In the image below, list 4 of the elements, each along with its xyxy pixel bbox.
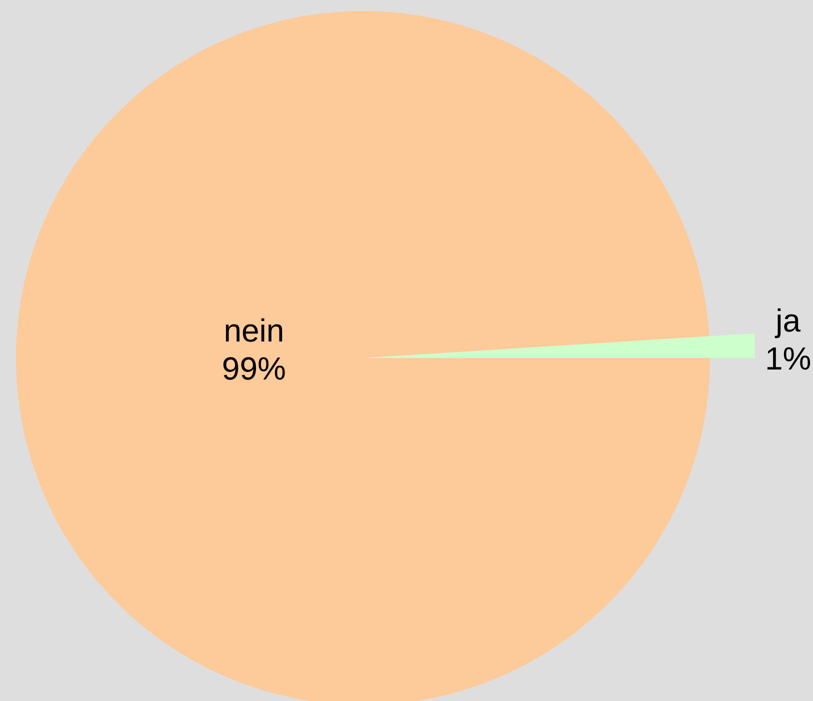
data-label: 1% [764, 340, 812, 376]
slice-label: nein [224, 312, 284, 348]
slice-label: ja [774, 302, 801, 338]
data-label: 99% [222, 350, 286, 386]
